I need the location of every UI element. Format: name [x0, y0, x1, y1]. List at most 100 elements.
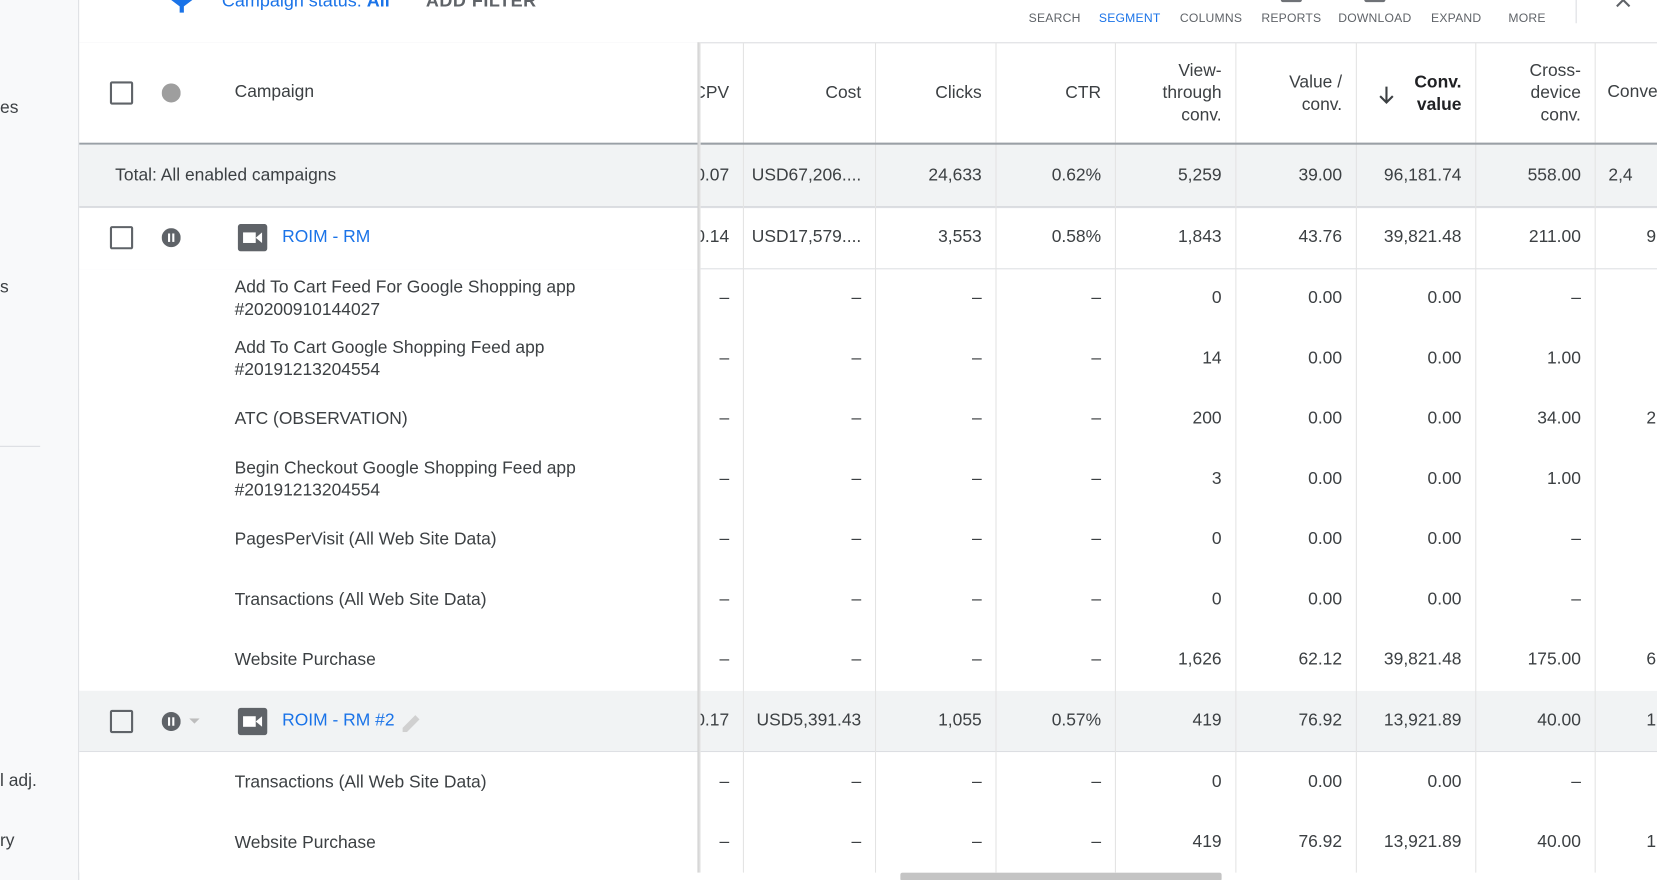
- column-header[interactable]: Cross-device conv.: [1498, 42, 1581, 144]
- table-cell: 0.00: [1427, 408, 1462, 428]
- table-cell: 0: [1211, 288, 1222, 308]
- toolbar-action[interactable]: DOWNLOAD: [1338, 12, 1412, 26]
- table-cell: 0.00: [1427, 589, 1462, 609]
- table-cell: 13,921.89: [1383, 831, 1462, 851]
- column-divider: [995, 42, 997, 873]
- column-header[interactable]: CPV: [647, 42, 729, 144]
- column-header-text: Clicks: [935, 83, 982, 103]
- column-header-text: Cross-device conv.: [1529, 61, 1581, 125]
- table-cell: –: [851, 771, 862, 791]
- conversion-action: Transactions (All Web Site Data): [234, 772, 487, 792]
- sticky-cell: [79, 329, 700, 389]
- table-cell: –: [851, 408, 862, 428]
- toolbar-action[interactable]: COLUMNS: [1179, 12, 1243, 26]
- close-icon[interactable]: [1615, 0, 1634, 11]
- checkbox[interactable]: [109, 226, 134, 250]
- column-divider: [874, 42, 877, 873]
- table-cell: –: [1091, 408, 1102, 428]
- table-cell: –: [1571, 529, 1581, 549]
- table-cell: 39,821.48: [1383, 649, 1462, 669]
- scrollbar-thumb[interactable]: [900, 872, 1222, 880]
- column-header[interactable]: Clicks: [899, 42, 981, 144]
- column-header[interactable]: Campaign: [234, 82, 315, 102]
- table-cell: –: [1091, 348, 1102, 368]
- sidebar-item[interactable]: l adj.: [0, 771, 37, 791]
- sidebar-item[interactable]: es: [0, 98, 19, 118]
- table-cell: 0.00: [1427, 288, 1462, 308]
- table-cell: 14: [1202, 348, 1222, 368]
- table-cell: –: [972, 288, 982, 308]
- paused-icon: [161, 228, 181, 248]
- filter-chip[interactable]: Campaign status: All: [222, 0, 390, 12]
- table-header: [79, 42, 1657, 145]
- table-cell: USD67,206....: [751, 165, 862, 185]
- table-cell: 1,626: [1177, 649, 1222, 669]
- table-cell: –: [851, 469, 862, 489]
- column-header-text: Value / conv.: [1289, 72, 1343, 114]
- table-cell: 0.00: [1308, 589, 1343, 609]
- table-cell: 419: [1192, 710, 1222, 730]
- sticky-cell: [79, 449, 700, 509]
- table-cell: –: [851, 348, 862, 368]
- sticky-cell: [79, 268, 700, 329]
- toolbar-action[interactable]: SEGMENT: [1098, 12, 1161, 26]
- table-cell: 96,181.74: [1383, 165, 1462, 185]
- table-cell: 2,4: [1608, 165, 1633, 185]
- paused-icon: [161, 711, 181, 731]
- filter-icon: [171, 0, 193, 13]
- table-cell: –: [851, 649, 862, 669]
- table-cell: 1.00: [1546, 469, 1581, 489]
- column-divider: [1235, 42, 1237, 873]
- sidebar-item[interactable]: s: [0, 277, 9, 297]
- column-header[interactable]: CTR: [1019, 42, 1101, 144]
- checkbox[interactable]: [109, 81, 134, 105]
- checkbox[interactable]: [109, 709, 134, 733]
- column-divider: [1355, 42, 1357, 873]
- table-cell: –: [851, 288, 862, 308]
- column-header[interactable]: Cost: [779, 42, 861, 144]
- table-cell: 1: [1646, 710, 1657, 730]
- toolbar-action[interactable]: EXPAND: [1431, 12, 1482, 26]
- toolbar-action[interactable]: SEARCH: [1028, 12, 1081, 26]
- table-cell: 39,821.48: [1383, 227, 1462, 247]
- table-cell: –: [1091, 589, 1102, 609]
- table-cell: –: [851, 589, 862, 609]
- table-cell: –: [1091, 529, 1102, 549]
- table-cell: –: [972, 469, 982, 489]
- table-cell: –: [851, 529, 862, 549]
- table-cell: 419: [1192, 831, 1222, 851]
- table-cell: 0.57%: [1051, 710, 1102, 730]
- column-header[interactable]: Value / conv.: [1260, 42, 1342, 144]
- sticky-shadow: [697, 42, 701, 873]
- table-cell: –: [972, 589, 982, 609]
- table-cell: –: [1571, 589, 1581, 609]
- table-cell: –: [972, 649, 982, 669]
- table-cell: 0.62%: [1051, 165, 1102, 185]
- campaign-link[interactable]: ROIM - RM: [282, 227, 371, 247]
- table-cell: 0.17: [695, 710, 730, 730]
- column-header-text: CTR: [1065, 83, 1102, 103]
- campaign-link[interactable]: ROIM - RM #2: [282, 710, 395, 730]
- table-cell: –: [851, 831, 862, 851]
- toolbar-action[interactable]: MORE: [1508, 12, 1546, 26]
- table-cell: –: [1091, 288, 1102, 308]
- table-cell: 0.00: [1308, 771, 1343, 791]
- add-filter[interactable]: ADD FILTER: [425, 0, 537, 11]
- table-cell: 0.00: [1427, 771, 1462, 791]
- column-header[interactable]: Conv. value: [1379, 42, 1461, 144]
- table-cell: 0.00: [1427, 469, 1462, 489]
- table-cell: –: [719, 469, 730, 489]
- table-cell: –: [1091, 831, 1102, 851]
- column-header[interactable]: Conve: [1607, 82, 1657, 102]
- toolbar-action[interactable]: REPORTS: [1261, 12, 1322, 26]
- sticky-cell: [79, 690, 700, 752]
- table-cell: 0.00: [1308, 469, 1343, 489]
- sticky-cell: [79, 389, 700, 449]
- table-cell: 76.92: [1298, 710, 1343, 730]
- table-cell: 34.00: [1537, 408, 1581, 428]
- column-header[interactable]: View-through conv.: [1139, 42, 1221, 144]
- sticky-cell: [79, 630, 700, 690]
- table-cell: 13,921.89: [1383, 710, 1462, 730]
- sidebar-item[interactable]: ry: [0, 831, 15, 851]
